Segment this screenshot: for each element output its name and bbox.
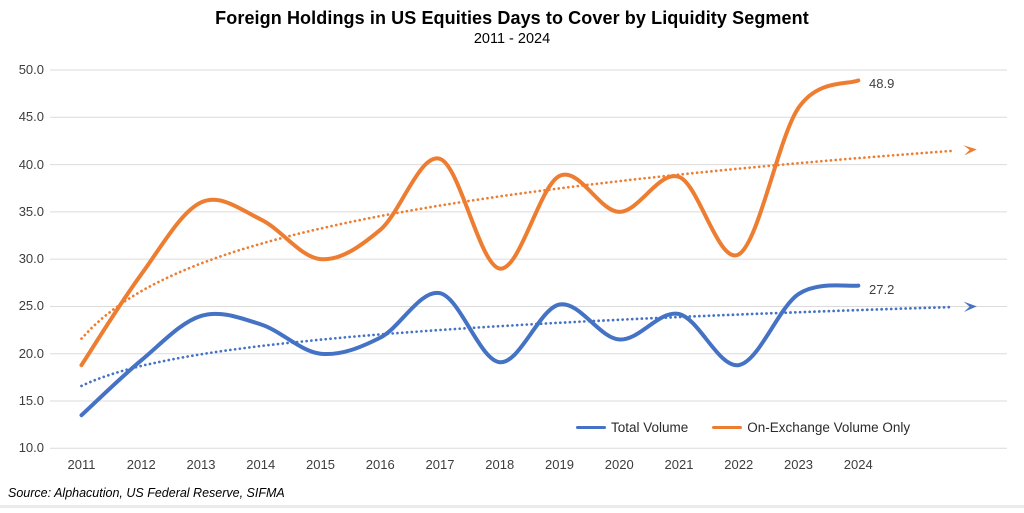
y-tick-label: 15.0 bbox=[18, 393, 44, 408]
y-tick-label: 20.0 bbox=[18, 345, 44, 361]
legend-line-sample-blue bbox=[576, 425, 606, 430]
x-tick-label: 2018 bbox=[485, 457, 515, 472]
legend-item-on-exchange: On-Exchange Volume Only bbox=[712, 420, 910, 435]
x-tick-label: 2015 bbox=[306, 457, 335, 472]
x-tick-label: 2019 bbox=[545, 457, 574, 472]
data-label-on-exchange: 48.9 bbox=[869, 76, 895, 92]
chart-legend: Total Volume On-Exchange Volume Only bbox=[576, 420, 910, 435]
chart-title: Foreign Holdings in US Equities Days to … bbox=[215, 8, 809, 28]
x-tick-label: 2011 bbox=[67, 457, 96, 472]
y-tick-label: 30.0 bbox=[18, 251, 44, 267]
legend-line-sample-orange bbox=[712, 425, 743, 430]
y-tick-label: 35.0 bbox=[18, 203, 44, 219]
x-tick-label: 2016 bbox=[365, 457, 395, 472]
x-tick-label: 2013 bbox=[186, 457, 216, 472]
source-note: Source: Alphacution, US Federal Reserve,… bbox=[8, 486, 285, 500]
x-tick-label: 2024 bbox=[843, 457, 873, 472]
y-tick-label: 10.0 bbox=[18, 440, 44, 456]
x-tick-label: 2020 bbox=[604, 457, 634, 472]
y-tick-label: 25.0 bbox=[18, 298, 44, 314]
y-tick-label: 40.0 bbox=[18, 156, 44, 172]
legend-label-total-volume: Total Volume bbox=[611, 420, 689, 435]
legend-item-total-volume: Total Volume bbox=[576, 420, 688, 435]
chart-subtitle: 2011 - 2024 bbox=[473, 31, 551, 47]
data-label-total: 27.2 bbox=[869, 281, 895, 297]
x-tick-label: 2021 bbox=[664, 457, 694, 472]
x-tick-label: 2023 bbox=[784, 457, 813, 472]
y-tick-label: 50.0 bbox=[18, 62, 44, 77]
x-tick-label: 2022 bbox=[724, 457, 754, 472]
x-tick-label: 2017 bbox=[425, 457, 455, 472]
x-tick-label: 2014 bbox=[246, 457, 276, 472]
bottom-divider bbox=[0, 505, 1024, 508]
x-tick-label: 2012 bbox=[126, 457, 156, 472]
y-tick-label: 45.0 bbox=[18, 109, 44, 125]
legend-label-on-exchange: On-Exchange Volume Only bbox=[747, 420, 911, 435]
